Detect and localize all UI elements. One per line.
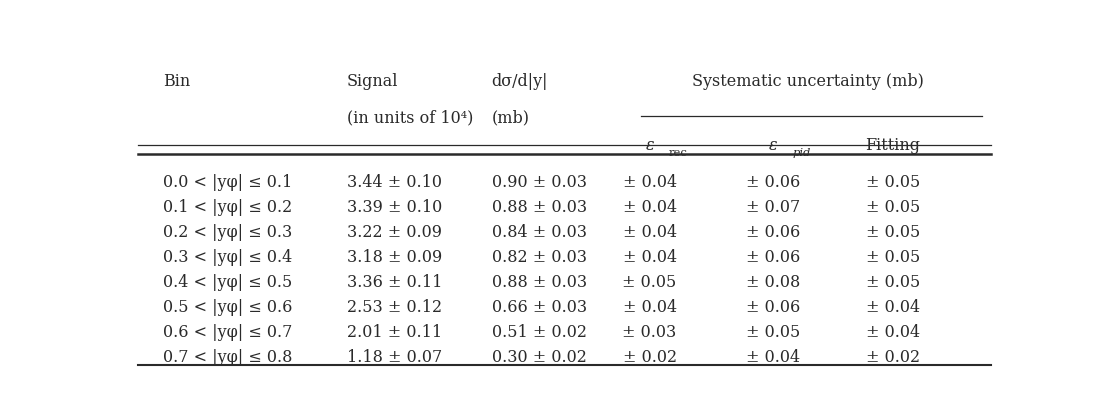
Text: ± 0.05: ± 0.05 xyxy=(865,199,920,216)
Text: ε: ε xyxy=(768,137,777,154)
Text: 0.7 < |yφ| ≤ 0.8: 0.7 < |yφ| ≤ 0.8 xyxy=(163,349,293,366)
Text: 0.2 < |yφ| ≤ 0.3: 0.2 < |yφ| ≤ 0.3 xyxy=(163,224,293,241)
Text: 3.39 ± 0.10: 3.39 ± 0.10 xyxy=(347,199,442,216)
Text: 0.5 < |yφ| ≤ 0.6: 0.5 < |yφ| ≤ 0.6 xyxy=(163,299,293,316)
Text: ± 0.08: ± 0.08 xyxy=(746,274,800,291)
Text: (in units of 10⁴): (in units of 10⁴) xyxy=(347,109,473,126)
Text: 0.3 < |yφ| ≤ 0.4: 0.3 < |yφ| ≤ 0.4 xyxy=(163,249,293,266)
Text: 3.18 ± 0.09: 3.18 ± 0.09 xyxy=(347,249,442,266)
Text: ± 0.06: ± 0.06 xyxy=(746,224,800,241)
Text: ± 0.06: ± 0.06 xyxy=(746,299,800,316)
Text: 0.6 < |yφ| ≤ 0.7: 0.6 < |yφ| ≤ 0.7 xyxy=(163,324,293,341)
Text: 0.84 ± 0.03: 0.84 ± 0.03 xyxy=(492,224,587,241)
Text: ± 0.05: ± 0.05 xyxy=(865,224,920,241)
Text: 0.90 ± 0.03: 0.90 ± 0.03 xyxy=(492,173,587,191)
Text: 2.53 ± 0.12: 2.53 ± 0.12 xyxy=(347,299,442,316)
Text: ± 0.04: ± 0.04 xyxy=(622,173,677,191)
Text: 0.1 < |yφ| ≤ 0.2: 0.1 < |yφ| ≤ 0.2 xyxy=(163,199,293,216)
Text: ± 0.04: ± 0.04 xyxy=(622,224,677,241)
Text: Signal: Signal xyxy=(347,73,399,90)
Text: ± 0.06: ± 0.06 xyxy=(746,173,800,191)
Text: ± 0.02: ± 0.02 xyxy=(865,349,919,366)
Text: (mb): (mb) xyxy=(492,109,530,126)
Text: 3.36 ± 0.11: 3.36 ± 0.11 xyxy=(347,274,443,291)
Text: 1.18 ± 0.07: 1.18 ± 0.07 xyxy=(347,349,442,366)
Text: ε: ε xyxy=(645,137,654,154)
Text: ± 0.05: ± 0.05 xyxy=(865,274,920,291)
Text: pid: pid xyxy=(792,148,810,158)
Text: rec: rec xyxy=(668,148,687,158)
Text: 0.88 ± 0.03: 0.88 ± 0.03 xyxy=(492,274,587,291)
Text: 0.82 ± 0.03: 0.82 ± 0.03 xyxy=(492,249,587,266)
Text: ± 0.05: ± 0.05 xyxy=(622,274,677,291)
Text: ± 0.04: ± 0.04 xyxy=(622,299,677,316)
Text: Fitting: Fitting xyxy=(865,137,920,154)
Text: 2.01 ± 0.11: 2.01 ± 0.11 xyxy=(347,324,442,341)
Text: 0.51 ± 0.02: 0.51 ± 0.02 xyxy=(492,324,587,341)
Text: ± 0.04: ± 0.04 xyxy=(746,349,800,366)
Text: ± 0.04: ± 0.04 xyxy=(622,199,677,216)
Text: ± 0.04: ± 0.04 xyxy=(865,324,919,341)
Text: ± 0.05: ± 0.05 xyxy=(865,173,920,191)
Text: 0.88 ± 0.03: 0.88 ± 0.03 xyxy=(492,199,587,216)
Text: 0.4 < |yφ| ≤ 0.5: 0.4 < |yφ| ≤ 0.5 xyxy=(163,274,293,291)
Text: ± 0.05: ± 0.05 xyxy=(746,324,800,341)
Text: ± 0.02: ± 0.02 xyxy=(622,349,677,366)
Text: 3.44 ± 0.10: 3.44 ± 0.10 xyxy=(347,173,442,191)
Text: Bin: Bin xyxy=(163,73,190,90)
Text: ± 0.03: ± 0.03 xyxy=(622,324,677,341)
Text: ± 0.04: ± 0.04 xyxy=(622,249,677,266)
Text: ± 0.04: ± 0.04 xyxy=(865,299,919,316)
Text: 0.0 < |yφ| ≤ 0.1: 0.0 < |yφ| ≤ 0.1 xyxy=(163,173,293,191)
Text: ± 0.06: ± 0.06 xyxy=(746,249,800,266)
Text: 3.22 ± 0.09: 3.22 ± 0.09 xyxy=(347,224,442,241)
Text: dσ/d|y|: dσ/d|y| xyxy=(492,73,548,90)
Text: 0.66 ± 0.03: 0.66 ± 0.03 xyxy=(492,299,587,316)
Text: ± 0.07: ± 0.07 xyxy=(746,199,800,216)
Text: Systematic uncertainty (mb): Systematic uncertainty (mb) xyxy=(691,73,924,90)
Text: 0.30 ± 0.02: 0.30 ± 0.02 xyxy=(492,349,587,366)
Text: ± 0.05: ± 0.05 xyxy=(865,249,920,266)
